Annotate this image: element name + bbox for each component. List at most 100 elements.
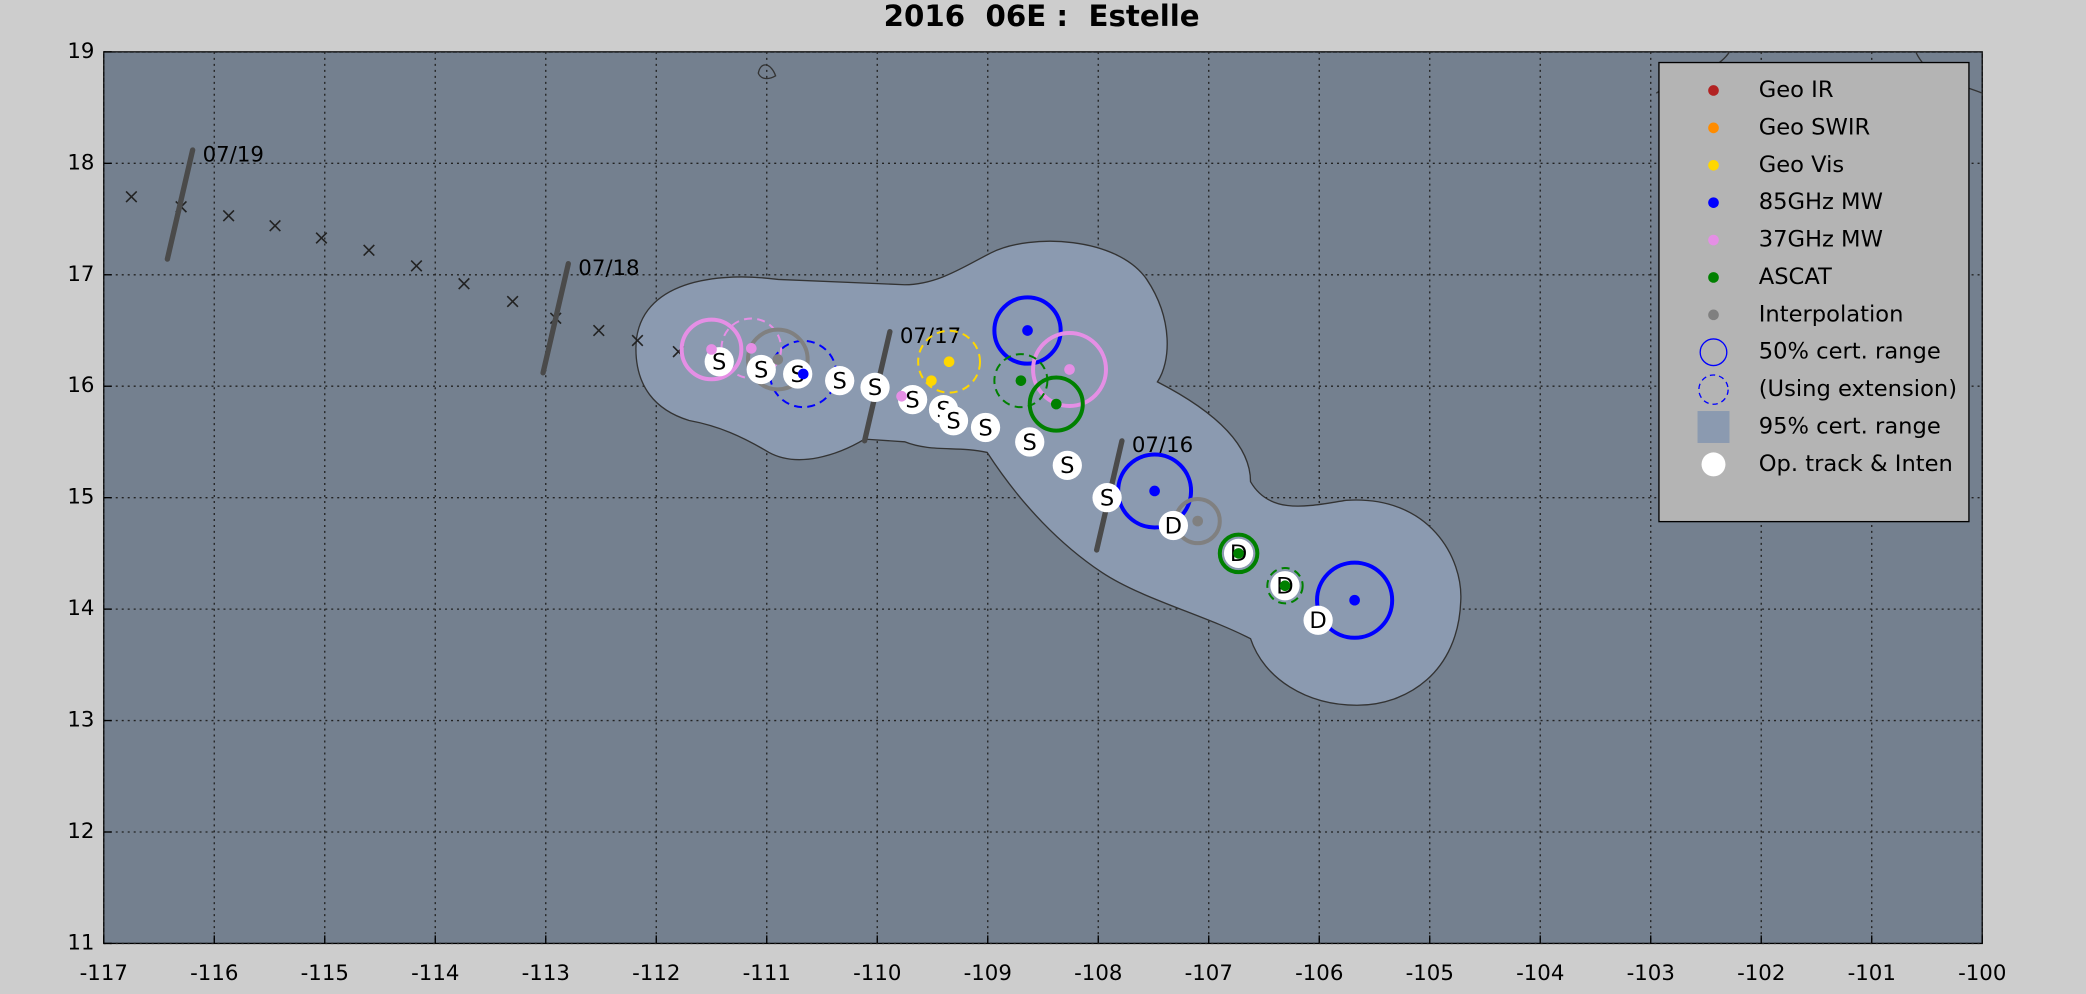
y-tick-label: 11 — [67, 930, 94, 955]
x-tick-label: -100 — [1958, 961, 2006, 986]
y-tick-label: 17 — [67, 262, 94, 287]
op-track-point — [970, 412, 1001, 443]
fix-point — [797, 368, 809, 380]
x-tick-label: -113 — [522, 961, 570, 986]
intensity-label: S — [754, 357, 768, 383]
x-tick-label: -114 — [411, 961, 459, 986]
past-track-point — [506, 295, 519, 308]
x-tick-label: -111 — [743, 961, 791, 986]
legend-label: Geo SWIR — [1759, 114, 1871, 140]
intensity-label: S — [946, 409, 960, 435]
intensity-label: S — [1023, 430, 1037, 456]
y-tick-label: 18 — [67, 150, 94, 175]
x-tick-label: -106 — [1295, 961, 1343, 986]
y-tick-label: 15 — [67, 485, 94, 510]
legend-marker — [1698, 374, 1729, 405]
past-track-point — [410, 259, 423, 272]
op-track-point — [938, 406, 969, 436]
past-track-point — [631, 334, 644, 347]
y-tick-label: 13 — [67, 708, 94, 733]
fix-point — [943, 356, 955, 368]
x-tick-label: -115 — [301, 961, 349, 986]
y-tick-label: 16 — [67, 373, 94, 398]
intensity-label: S — [978, 415, 992, 441]
legend-label: 95% cert. range — [1759, 414, 1941, 440]
x-tick-label: -108 — [1074, 961, 1122, 986]
legend-label: (Using extension) — [1759, 376, 1957, 402]
certainty-circle — [1315, 560, 1395, 640]
certainty-circle — [1266, 567, 1304, 605]
date-bar — [540, 261, 572, 376]
intensity-label: D — [1165, 513, 1182, 539]
fix-point — [772, 354, 784, 365]
certainty-circle — [917, 329, 982, 394]
past-track-point — [592, 324, 605, 337]
legend-box — [1658, 61, 1970, 523]
intensity-label: S — [833, 368, 847, 394]
legend-marker — [1708, 309, 1719, 321]
legend-marker — [1701, 452, 1726, 477]
fix-point — [745, 343, 757, 354]
date-label: 07/18 — [578, 256, 639, 281]
y-tick-label: 12 — [67, 819, 94, 844]
legend: Geo IR Geo SWIR Geo Vis 85GHz MW 37GHz MW ASC… — [1697, 77, 1957, 477]
legend-marker — [1699, 338, 1728, 367]
fix-point — [896, 390, 907, 402]
legend-marker — [1708, 197, 1719, 208]
fix-point — [1149, 485, 1160, 497]
op-track-point — [1015, 427, 1045, 457]
fix-point — [1279, 580, 1291, 592]
certainty-circle — [745, 327, 810, 392]
legend-label: Geo Vis — [1759, 152, 1844, 178]
x-tick-label: -112 — [632, 961, 680, 986]
legend-label: Op. track & Inten — [1759, 451, 1953, 477]
legend-marker — [1697, 411, 1730, 443]
legend-label: ASCAT — [1759, 264, 1832, 290]
x-tick-label: -116 — [190, 961, 238, 986]
fix-point — [706, 344, 717, 355]
op-track-point — [825, 366, 855, 396]
past-track-point — [125, 190, 138, 203]
legend-marker — [1708, 85, 1719, 96]
fix-point — [1233, 548, 1244, 559]
intensity-label: S — [1060, 453, 1074, 479]
certainty-circle — [1031, 331, 1108, 408]
op-track-point — [1092, 483, 1122, 513]
op-track-point — [783, 359, 813, 389]
y-tick-label: 19 — [67, 39, 94, 64]
legend-label: Geo IR — [1759, 77, 1834, 103]
chart-title: 2016 06E : Estelle — [884, 0, 1200, 33]
intensity-label: S — [712, 350, 726, 376]
legend-label: 50% cert. range — [1759, 339, 1941, 365]
intensity-label: S — [791, 362, 805, 388]
intensity-label: D — [1309, 608, 1326, 634]
legend-label: 85GHz MW — [1759, 189, 1883, 215]
x-tick-label: -117 — [80, 961, 128, 986]
past-track-point — [269, 219, 281, 232]
past-track-point — [222, 209, 235, 222]
fix-point — [1050, 398, 1062, 410]
x-tick-label: -107 — [1185, 961, 1233, 986]
x-tick-label: -103 — [1627, 961, 1675, 986]
op-track-point — [746, 354, 776, 385]
op-track-point — [897, 384, 928, 415]
certainty-circle — [992, 295, 1063, 366]
grid — [103, 51, 1983, 945]
fix-point — [1064, 364, 1075, 375]
intensity-label: S — [1100, 485, 1114, 511]
date-bar — [164, 147, 196, 262]
certainty-area — [635, 240, 1462, 706]
x-tick-label: -101 — [1848, 961, 1896, 986]
y-tick-label: 14 — [67, 596, 94, 621]
intensity-label: S — [868, 375, 882, 401]
past-track-point — [458, 277, 470, 290]
date-label: 07/19 — [203, 142, 264, 167]
legend-marker — [1708, 159, 1719, 171]
past-track-point — [363, 244, 375, 257]
past-track-point — [315, 232, 328, 244]
op-track-point — [1052, 450, 1082, 480]
op-track-point — [860, 372, 890, 402]
x-tick-label: -104 — [1516, 961, 1564, 986]
